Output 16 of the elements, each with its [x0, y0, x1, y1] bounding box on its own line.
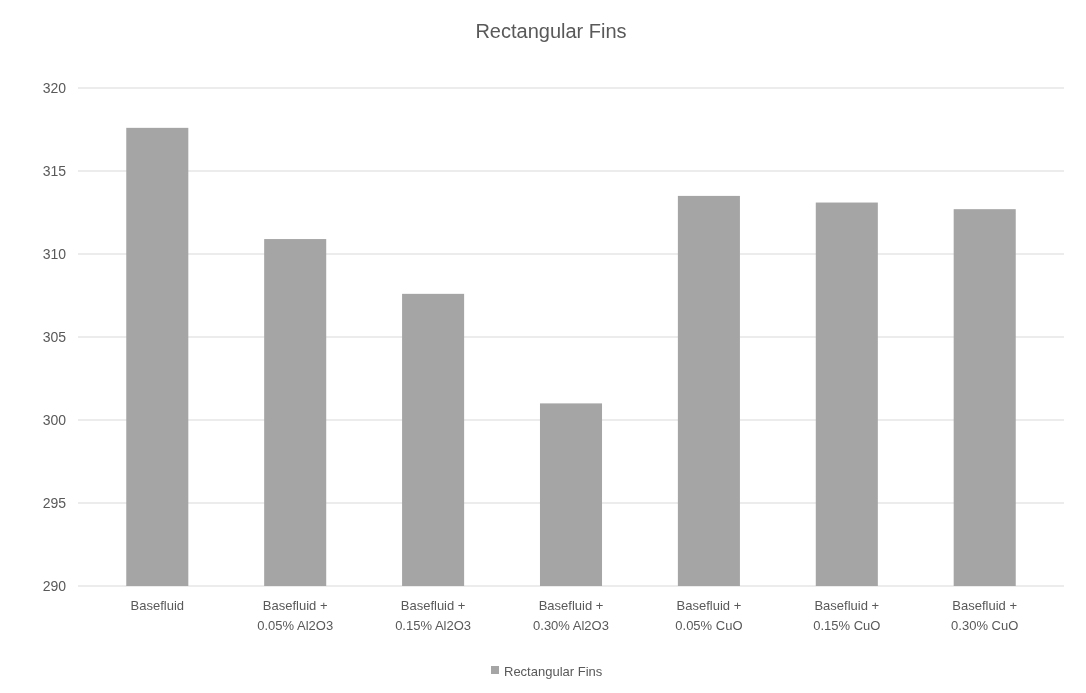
chart-title: Rectangular Fins — [475, 20, 627, 42]
y-tick-label: 305 — [42, 328, 67, 345]
y-tick-label: 320 — [42, 79, 67, 96]
legend-label: Rectangular Fins — [504, 663, 603, 679]
y-tick-label: 300 — [42, 411, 67, 428]
x-tick-label: Basefluid + 0.30% CuO — [951, 598, 1019, 633]
x-tick-label: Basefluid + 0.15% Al2O3 — [395, 598, 472, 633]
y-tick-label: 310 — [42, 245, 67, 262]
y-tick-label: 315 — [42, 162, 67, 179]
x-tick-label: Basefluid + 0.05% Al2O3 — [257, 598, 334, 633]
y-tick-label: 295 — [42, 494, 67, 511]
x-tick-label: Basefluid — [130, 598, 185, 613]
x-tick-label: Basefluid + 0.30% Al2O3 — [533, 598, 609, 633]
x-tick-label: Basefluid + 0.05% CuO — [675, 598, 743, 633]
x-tick-label: Basefluid + 0.15% CuO — [813, 598, 881, 633]
y-tick-label: 290 — [42, 577, 67, 594]
